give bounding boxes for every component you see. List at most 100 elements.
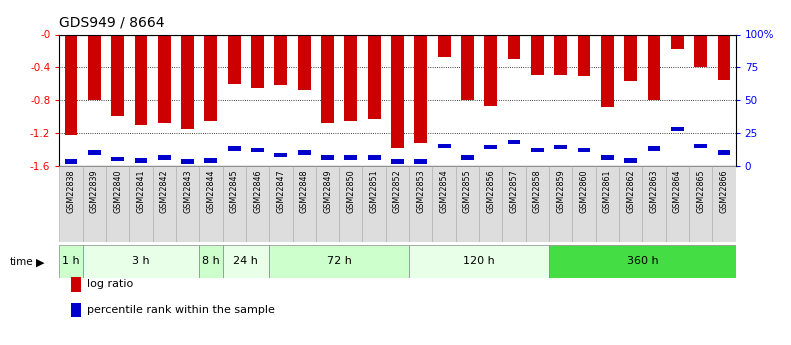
Bar — [642, 166, 666, 242]
Text: GSM22859: GSM22859 — [556, 169, 566, 213]
Bar — [181, 159, 194, 164]
Bar — [554, 145, 567, 149]
Bar — [624, 158, 637, 162]
Text: GSM22841: GSM22841 — [137, 169, 146, 213]
Text: GSM22838: GSM22838 — [66, 169, 75, 213]
Bar — [531, 34, 544, 76]
Bar — [502, 166, 526, 242]
Text: GSM22849: GSM22849 — [323, 169, 332, 213]
Bar — [228, 34, 240, 84]
Bar — [671, 34, 683, 49]
Text: GSM22839: GSM22839 — [90, 169, 99, 213]
Text: GSM22864: GSM22864 — [673, 169, 682, 213]
Text: GSM22844: GSM22844 — [206, 169, 215, 213]
Bar — [689, 166, 713, 242]
Text: GSM22860: GSM22860 — [580, 169, 589, 213]
Bar — [368, 34, 380, 119]
Bar — [222, 166, 246, 242]
Bar — [293, 166, 316, 242]
Text: GSM22852: GSM22852 — [393, 169, 402, 213]
Bar — [577, 148, 590, 152]
Text: 24 h: 24 h — [233, 256, 259, 266]
Bar — [531, 148, 544, 152]
Text: percentile rank within the sample: percentile rank within the sample — [87, 305, 275, 315]
Text: time: time — [9, 257, 33, 267]
Bar — [624, 34, 637, 81]
Text: 8 h: 8 h — [202, 256, 220, 266]
Bar — [386, 166, 409, 242]
Text: GSM22855: GSM22855 — [463, 169, 472, 213]
Bar — [577, 34, 590, 76]
Bar — [526, 166, 549, 242]
Bar — [88, 150, 100, 155]
Bar — [153, 166, 176, 242]
Bar — [134, 158, 147, 162]
Text: GSM22846: GSM22846 — [253, 169, 262, 213]
Bar — [158, 34, 171, 123]
Bar — [694, 34, 707, 67]
Bar — [205, 158, 218, 162]
Bar — [437, 34, 451, 57]
Bar — [251, 148, 264, 152]
Text: GSM22865: GSM22865 — [696, 169, 705, 213]
Bar — [433, 166, 456, 242]
Text: GSM22853: GSM22853 — [416, 169, 426, 213]
Bar — [391, 34, 404, 148]
Bar — [339, 166, 362, 242]
Text: 1 h: 1 h — [62, 256, 80, 266]
Bar — [321, 34, 334, 123]
Bar — [228, 146, 240, 151]
Text: GSM22843: GSM22843 — [183, 169, 192, 213]
Text: GSM22845: GSM22845 — [229, 169, 239, 213]
Text: 120 h: 120 h — [464, 256, 495, 266]
Bar — [391, 159, 404, 164]
Text: GSM22842: GSM22842 — [160, 169, 168, 213]
Text: GDS949 / 8664: GDS949 / 8664 — [59, 16, 165, 30]
Bar — [344, 34, 358, 120]
Bar — [619, 166, 642, 242]
Text: GSM22858: GSM22858 — [533, 169, 542, 213]
Bar — [181, 34, 194, 129]
Bar — [648, 34, 660, 100]
Bar — [321, 156, 334, 160]
Text: GSM22856: GSM22856 — [486, 169, 495, 213]
Bar — [601, 156, 614, 160]
Bar — [484, 145, 498, 149]
Bar — [694, 144, 707, 148]
Text: 360 h: 360 h — [626, 256, 658, 266]
Text: GSM22848: GSM22848 — [300, 169, 308, 213]
Bar — [88, 34, 100, 100]
Bar — [199, 245, 222, 278]
Text: GSM22863: GSM22863 — [649, 169, 658, 213]
Bar — [269, 245, 409, 278]
Bar — [112, 34, 124, 117]
Bar — [112, 157, 124, 161]
Bar — [205, 34, 218, 120]
Bar — [409, 166, 433, 242]
Bar — [414, 159, 427, 164]
Bar — [368, 156, 380, 160]
Bar — [59, 245, 82, 278]
Text: GSM22847: GSM22847 — [276, 169, 286, 213]
Bar — [316, 166, 339, 242]
Text: GSM22861: GSM22861 — [603, 169, 612, 213]
Bar — [297, 34, 311, 90]
Bar — [479, 166, 502, 242]
Bar — [554, 34, 567, 75]
Bar — [82, 166, 106, 242]
Bar — [508, 34, 520, 59]
Text: GSM22866: GSM22866 — [720, 169, 729, 213]
Bar — [134, 34, 147, 125]
Bar — [344, 156, 358, 160]
Bar — [666, 166, 689, 242]
Bar — [158, 156, 171, 160]
Bar — [484, 34, 498, 106]
Text: GSM22850: GSM22850 — [346, 169, 355, 213]
Bar — [222, 245, 269, 278]
Bar — [461, 156, 474, 160]
Bar — [549, 245, 736, 278]
Text: GSM22862: GSM22862 — [626, 169, 635, 213]
Bar — [59, 166, 82, 242]
Bar — [176, 166, 199, 242]
Bar — [274, 34, 287, 85]
